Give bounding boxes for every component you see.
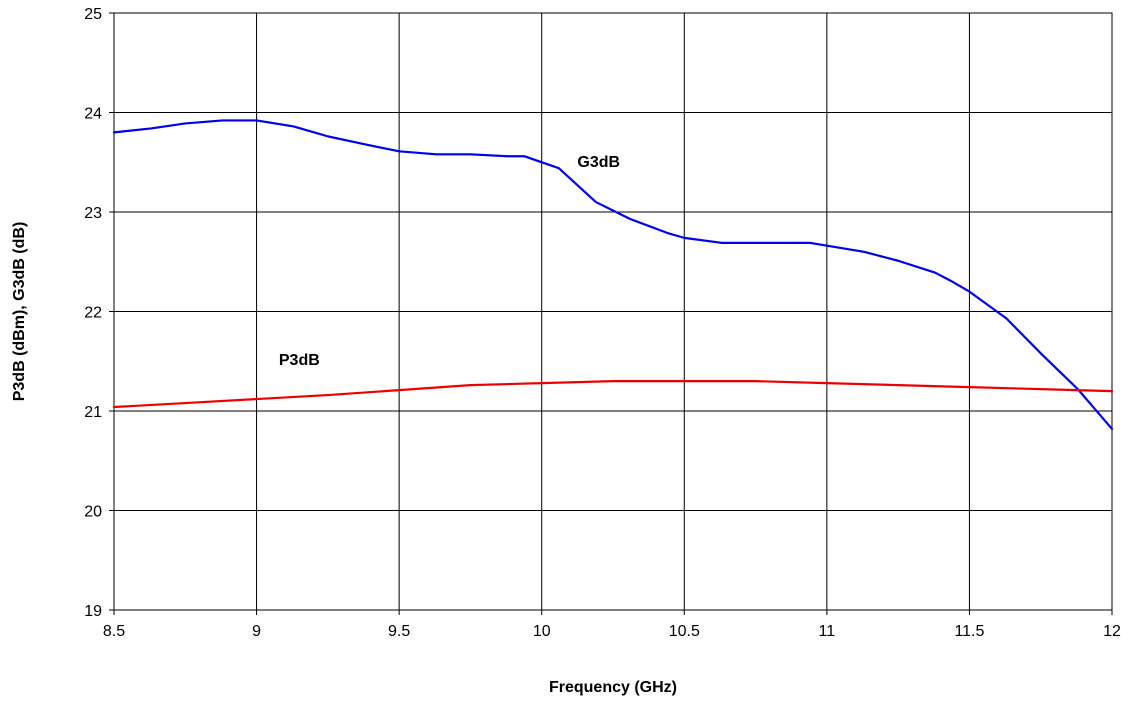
series-annotations: G3dB P3dB	[279, 154, 620, 369]
series-layer	[112, 119, 1114, 431]
series-label-g3db: G3dB	[577, 154, 620, 171]
y-tick-label: 25	[84, 6, 102, 23]
y-tick-label: 21	[84, 404, 102, 421]
grid-layer	[109, 12, 1113, 615]
series-label-p3db: P3dB	[279, 352, 320, 369]
y-tick-label: 23	[84, 205, 102, 222]
x-tick-label: 9.5	[388, 623, 410, 640]
x-tick-label: 11.5	[954, 623, 984, 640]
y-axis-title: P3dB (dBm), G3dB (dB)	[11, 222, 28, 402]
x-tick-label: 12	[1103, 623, 1121, 640]
x-tick-labels: 8.5 9 9.5 10 10.5 11 11.5 12	[103, 623, 1121, 640]
y-tick-labels: 19 20 21 22 23 24 25	[84, 6, 102, 620]
x-tick-label: 9	[252, 623, 261, 640]
y-tick-label: 24	[84, 106, 102, 123]
y-tick-label: 19	[84, 603, 102, 620]
series-line-p3db	[112, 380, 1114, 409]
x-tick-label: 10.5	[669, 623, 700, 640]
x-tick-label: 8.5	[103, 623, 125, 640]
x-axis-title: Frequency (GHz)	[549, 679, 677, 696]
x-tick-label: 10	[533, 623, 551, 640]
plot-area-frame	[113, 12, 1113, 611]
y-tick-label: 20	[84, 504, 102, 521]
series-line-g3db	[112, 119, 1114, 431]
y-tick-label: 22	[84, 305, 102, 322]
x-tick-label: 11	[819, 623, 836, 640]
